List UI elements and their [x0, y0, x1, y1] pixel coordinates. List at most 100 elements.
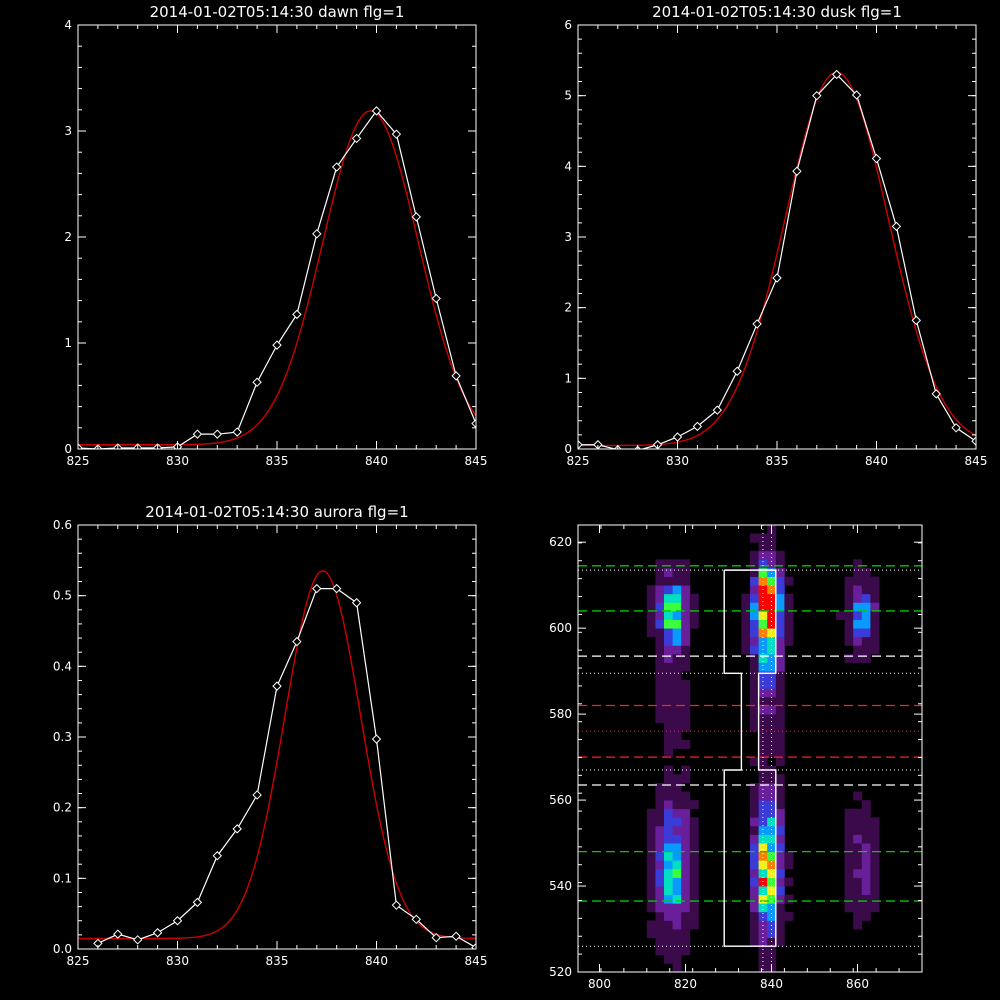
heatmap-cell	[689, 800, 699, 810]
heatmap-cell	[784, 911, 794, 921]
heatmap-cell	[784, 636, 794, 646]
heatmap-cell	[853, 619, 863, 629]
heatmap-cell	[870, 877, 880, 887]
data-point	[411, 914, 422, 925]
heatmap-cell	[861, 593, 871, 603]
heatmap-cell	[655, 937, 665, 947]
heatmap-cell	[664, 834, 673, 844]
data-point	[212, 429, 223, 439]
heatmap-cell	[655, 791, 665, 801]
heatmap-cell	[664, 662, 673, 672]
heatmap-cell	[853, 825, 863, 835]
data-point	[132, 935, 143, 945]
heatmap-cell	[853, 860, 863, 870]
y-tick-label: 540	[549, 879, 572, 893]
heatmap-cell	[750, 920, 759, 930]
heatmap-cell	[861, 911, 871, 921]
x-tick-label: 820	[674, 977, 697, 991]
heatmap-cell	[844, 868, 854, 878]
heatmap-cell	[672, 653, 682, 663]
heatmap-cell	[758, 963, 768, 972]
heatmap-cell	[681, 886, 691, 896]
heatmap-cell	[681, 911, 691, 921]
data-point	[732, 366, 742, 376]
heatmap-cell	[870, 825, 880, 835]
heatmap-cell	[861, 843, 871, 853]
heatmap-cell	[672, 679, 682, 689]
data-point	[371, 106, 382, 116]
heatmap-cell	[750, 636, 759, 646]
x-tick-label: 825	[67, 954, 90, 968]
heatmap-cell	[672, 731, 682, 741]
heatmap-cell	[646, 593, 656, 603]
heatmap-cell	[775, 886, 785, 896]
heatmap-cell	[861, 602, 871, 612]
heatmap-cell	[784, 894, 794, 904]
heatmap-cell	[775, 602, 785, 612]
heatmap-cell	[870, 610, 880, 620]
heatmap-cell	[664, 645, 673, 655]
heatmap-cell	[664, 559, 673, 569]
heatmap-cell	[655, 671, 665, 681]
heatmap-cell	[672, 894, 682, 904]
heatmap-cell	[655, 679, 665, 689]
heatmap-cell	[655, 782, 665, 792]
heatmap-cell	[741, 645, 751, 655]
data-point	[371, 734, 382, 744]
x-tick-label: 835	[266, 454, 289, 468]
data-point	[451, 931, 461, 941]
y-tick-label: 4	[564, 159, 572, 173]
data-point	[192, 429, 203, 439]
y-tick-label: 600	[549, 621, 572, 635]
heatmap-cell	[775, 731, 785, 741]
heatmap-cell	[767, 593, 777, 603]
chart-title: 2014-01-02T05:14:30 dusk flg=1	[652, 3, 902, 21]
heatmap-cell	[681, 800, 691, 810]
heatmap-cell	[758, 653, 768, 663]
heatmap-cell	[784, 851, 794, 861]
x-tick-label: 800	[588, 977, 611, 991]
heatmap-cell	[672, 843, 682, 853]
heatmap-cell	[767, 662, 777, 672]
data-point	[772, 273, 782, 283]
data-point	[891, 221, 902, 232]
heatmap-cell	[870, 636, 880, 646]
heatmap-cell	[646, 602, 656, 612]
heatmap-cell	[655, 610, 665, 620]
data-point	[272, 340, 282, 350]
heatmap-cell	[861, 894, 871, 904]
heatmap-cell	[758, 662, 768, 672]
heatmap-cell	[672, 593, 682, 603]
heatmap-cell	[681, 696, 691, 706]
heatmap-cell	[844, 843, 854, 853]
y-tick-label: 0.5	[53, 589, 72, 603]
heatmap-cell	[655, 851, 665, 861]
heatmap-cell	[784, 602, 794, 612]
heatmap-cell	[870, 834, 880, 844]
heatmap-cell	[775, 619, 785, 629]
heatmap-cell	[689, 817, 699, 827]
heatmap-cell	[767, 550, 777, 560]
heatmap-cell	[861, 800, 871, 810]
heatmap-cell	[853, 602, 863, 612]
heatmap-cell	[758, 860, 768, 870]
heatmap-cell	[870, 868, 880, 878]
y-tick-label: 6	[564, 18, 572, 32]
x-tick-label: 825	[567, 454, 590, 468]
heatmap-cell	[655, 894, 665, 904]
heatmap-cell	[775, 808, 785, 818]
heatmap-cell	[844, 860, 854, 870]
heatmap-cell	[853, 559, 863, 569]
heatmap-cell	[681, 851, 691, 861]
heatmap-cell	[672, 585, 682, 595]
heatmap-cell	[664, 696, 673, 706]
data-point	[471, 418, 476, 429]
heatmap-cell	[664, 688, 673, 698]
data-point	[391, 129, 402, 139]
heatmap-cell	[767, 542, 777, 552]
data-point	[113, 929, 123, 939]
heatmap-cell	[672, 834, 682, 844]
heatmap-cell	[767, 920, 777, 930]
heatmap-cell	[681, 585, 691, 595]
heatmap-cell	[664, 774, 673, 784]
